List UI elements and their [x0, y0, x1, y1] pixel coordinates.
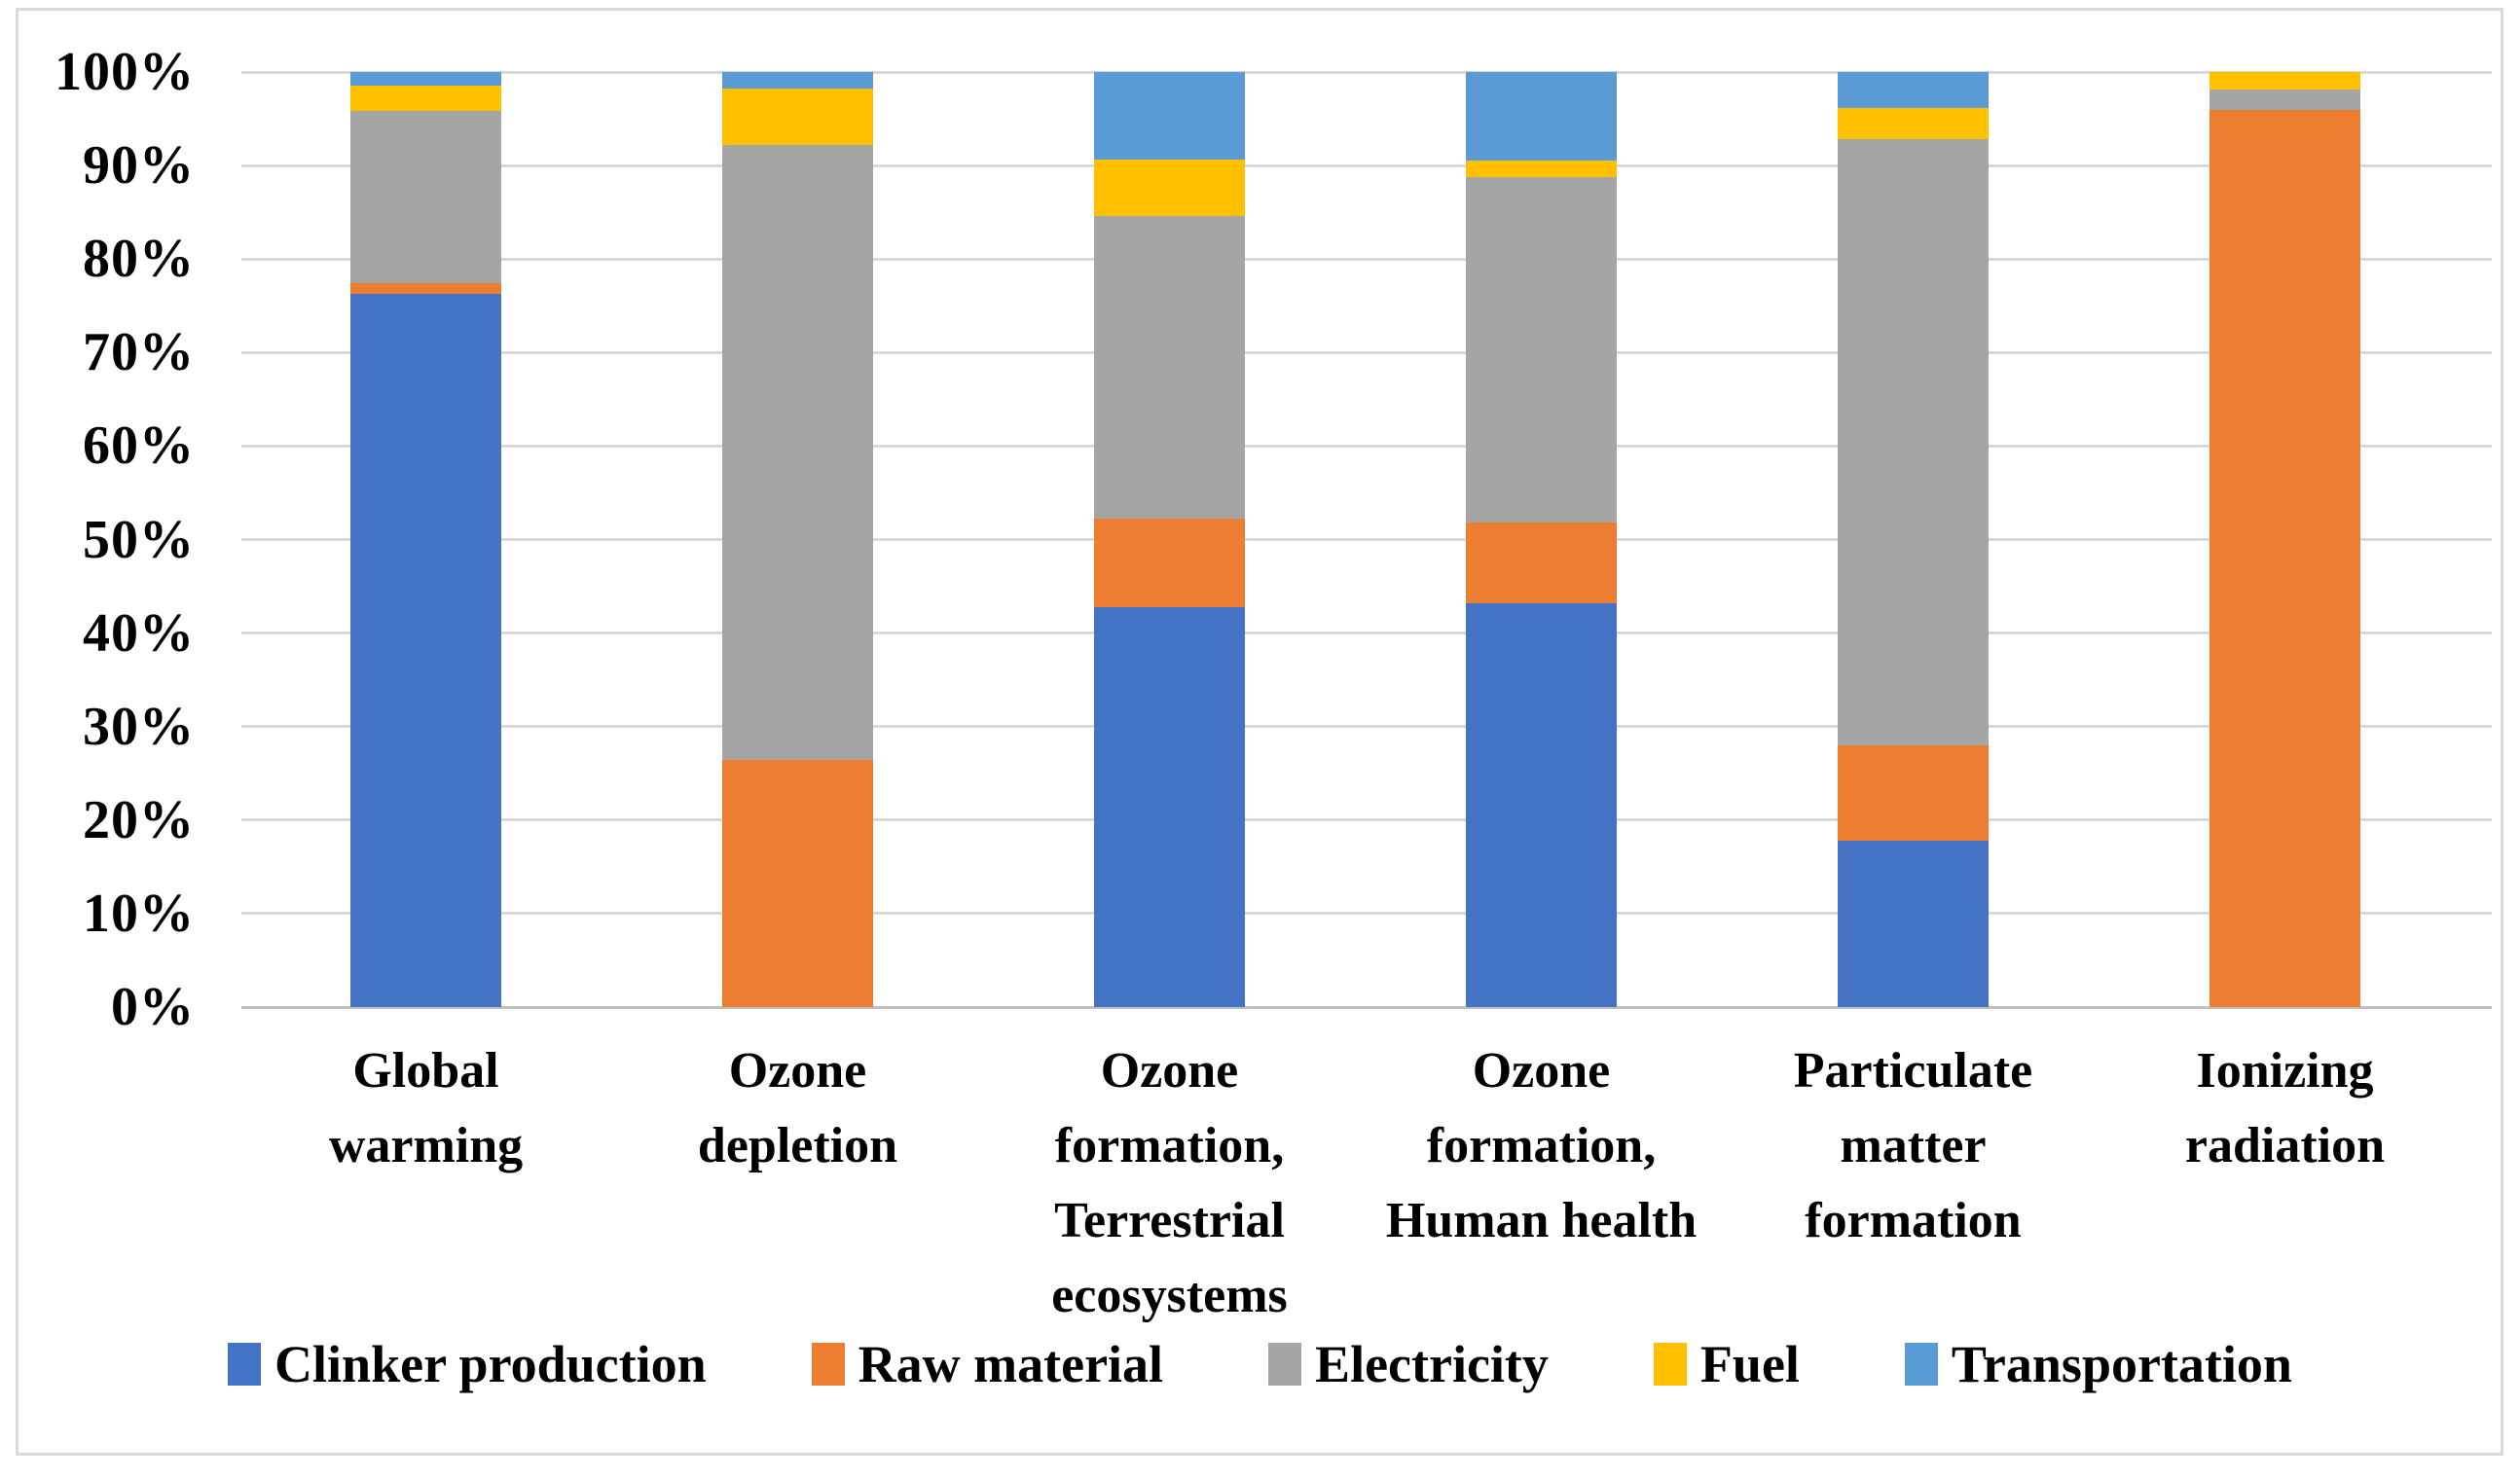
y-tick-label: 80% — [83, 229, 195, 290]
category-label: Ozone formation, Terrestrial ecosystems — [1051, 1043, 1288, 1323]
category-label: Ozone formation, Human health — [1385, 1043, 1698, 1248]
bar-segment-transportation — [1838, 72, 1989, 109]
category-label: Ozone depletion — [697, 1043, 898, 1173]
y-tick-label: 10% — [83, 883, 195, 944]
y-tick-label: 30% — [83, 696, 195, 757]
bar-segment-fuel — [2210, 72, 2360, 90]
bar-segment-electricity — [722, 144, 873, 761]
category-label: Global warming — [328, 1043, 524, 1173]
y-tick-label: 100% — [55, 42, 195, 102]
gridline — [241, 163, 2492, 167]
category-label: Ionizing radiation — [2184, 1043, 2386, 1173]
bar-segment-electricity — [1466, 176, 1617, 523]
bar-segment-raw-material — [1466, 523, 1617, 603]
bar-segment-transportation — [350, 72, 501, 87]
legend-item-electricity: Electricity — [1268, 1335, 1549, 1393]
bar-segment-raw-material — [2210, 110, 2360, 1007]
legend-marker-transportation-icon — [1904, 1343, 1938, 1386]
gridline — [241, 257, 2492, 261]
legend-label: Electricity — [1315, 1335, 1549, 1393]
legend-marker-clinker-production-icon — [228, 1343, 262, 1386]
gridline — [241, 912, 2492, 916]
bar-segment-fuel — [350, 86, 501, 112]
bar-segment-raw-material — [1094, 519, 1245, 607]
legend-item-raw-material: Raw material — [811, 1335, 1164, 1393]
legend-item-fuel: Fuel — [1653, 1335, 1800, 1393]
bar-segment-electricity — [1838, 139, 1989, 745]
x-axis-line — [241, 1005, 2492, 1009]
y-tick-label: 50% — [83, 509, 195, 570]
bar-segment-fuel — [1094, 160, 1245, 216]
gridline — [241, 444, 2492, 448]
gridline — [241, 631, 2492, 635]
bar-segment-raw-material — [722, 760, 873, 1007]
bar-segment-clinker-production — [350, 293, 501, 1007]
legend-item-clinker-production: Clinker production — [228, 1335, 707, 1393]
category-label: Particulate matter formation — [1793, 1043, 2033, 1248]
bar-segment-electricity — [350, 111, 501, 284]
y-tick-label: 60% — [83, 415, 195, 477]
bar-segment-clinker-production — [1838, 840, 1989, 1007]
gridline — [241, 538, 2492, 541]
bar-segment-electricity — [1094, 215, 1245, 520]
bar-segment-fuel — [722, 89, 873, 145]
y-tick-label: 90% — [83, 135, 195, 197]
bar-segment-raw-material — [350, 283, 501, 294]
bar-segment-electricity — [2210, 90, 2360, 111]
y-tick-label: 70% — [83, 322, 195, 383]
legend-item-transportation: Transportation — [1904, 1335, 2292, 1393]
bar-segment-fuel — [1838, 108, 1989, 140]
legend-label: Transportation — [1951, 1335, 2292, 1393]
legend-label: Fuel — [1699, 1335, 1800, 1393]
legend-label: Clinker production — [274, 1335, 707, 1393]
gridline — [241, 818, 2492, 822]
bar-segment-transportation — [1466, 72, 1617, 162]
y-tick-label: 40% — [83, 602, 195, 664]
legend-marker-raw-material-icon — [811, 1343, 845, 1386]
bar-segment-fuel — [1466, 161, 1617, 177]
bar-segment-clinker-production — [1466, 602, 1617, 1007]
bar-segment-clinker-production — [1094, 606, 1245, 1007]
y-tick-label: 0% — [111, 977, 195, 1037]
bar-segment-transportation — [722, 72, 873, 90]
gridline — [241, 70, 2492, 74]
bar-segment-raw-material — [1838, 744, 1989, 841]
legend-marker-electricity-icon — [1268, 1343, 1302, 1386]
bar-segment-transportation — [1094, 72, 1245, 161]
y-tick-label: 20% — [83, 789, 195, 850]
gridline — [241, 725, 2492, 729]
legend-label: Raw material — [858, 1335, 1164, 1393]
gridline — [241, 350, 2492, 354]
legend: Clinker production Raw material Electricit… — [0, 1335, 2520, 1393]
legend-marker-fuel-icon — [1653, 1343, 1687, 1386]
